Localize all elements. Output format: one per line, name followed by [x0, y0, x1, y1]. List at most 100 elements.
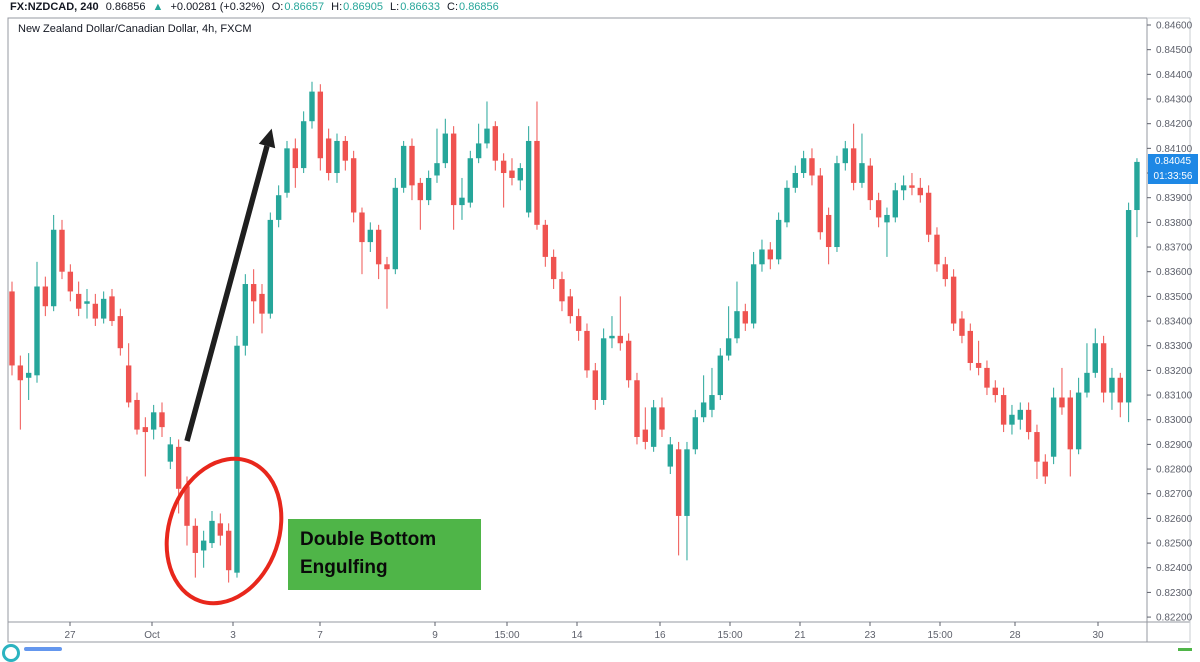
- price-tick-label: 0.84500: [1156, 45, 1193, 56]
- candle-body: [800, 158, 807, 174]
- candle-body: [1059, 397, 1065, 408]
- low-label: L:: [390, 1, 400, 13]
- price-tick-label: 0.83500: [1156, 292, 1193, 303]
- candle-body: [892, 190, 898, 218]
- bar-countdown-badge: 01:33:56: [1148, 169, 1198, 184]
- candle-body: [1009, 414, 1015, 425]
- candle-body: [1025, 409, 1032, 433]
- candle-body: [217, 523, 224, 536]
- candle-body: [434, 163, 440, 176]
- candle-body: [292, 148, 299, 169]
- candle-body: [734, 311, 740, 339]
- time-axis[interactable]: 27 Oct 3 7 9 15:00 14 16 15:00 21 23 15:00 28 30: [64, 622, 1104, 641]
- candle-body: [517, 168, 524, 181]
- candle-body: [825, 214, 832, 248]
- drawing-annotations[interactable]: [148, 128, 300, 619]
- candle-body: [125, 365, 132, 403]
- time-tick-label: 9: [432, 630, 438, 641]
- candle-body: [1050, 397, 1057, 457]
- candle-body: [317, 91, 324, 159]
- symbol-name[interactable]: FX:NZDCAD, 240: [10, 1, 99, 13]
- time-tick-label: 16: [654, 630, 666, 641]
- candle-body: [175, 446, 182, 489]
- watermark-logo-icon: [2, 644, 20, 662]
- time-tick-label: Oct: [144, 630, 160, 641]
- candle-body: [942, 264, 948, 280]
- price-tick-label: 0.82600: [1156, 514, 1193, 525]
- trend-arrow-head: [258, 128, 276, 149]
- price-tick-label: 0.84300: [1156, 95, 1193, 106]
- candle-body: [700, 402, 707, 418]
- candle-body: [134, 399, 140, 430]
- candle-body: [959, 318, 965, 336]
- candle-body: [600, 338, 607, 400]
- candle-body: [609, 335, 615, 339]
- price-tick-label: 0.84200: [1156, 119, 1193, 130]
- last-price-badge: 0.84045: [1148, 154, 1198, 169]
- candle-body: [1134, 161, 1140, 211]
- candle-body: [117, 316, 124, 349]
- price-axis[interactable]: 0.84600 0.84500 0.84400 0.84300 0.84200 0.841…: [1147, 21, 1193, 624]
- price-tick-label: 0.82300: [1156, 588, 1193, 599]
- candle-body: [717, 355, 724, 396]
- candle-body: [750, 264, 757, 324]
- candle-body: [1109, 377, 1115, 393]
- candle-body: [1042, 461, 1048, 477]
- open-value: 0.86657: [284, 1, 325, 13]
- candle-body: [809, 158, 815, 176]
- candle-body: [834, 163, 840, 248]
- candle-body: [509, 170, 515, 178]
- candle-body: [484, 128, 490, 144]
- candle-body: [459, 197, 465, 206]
- candle-body: [59, 229, 65, 272]
- price-tick-label: 0.83900: [1156, 193, 1193, 204]
- candle-body: [9, 291, 15, 366]
- close-value: 0.86856: [459, 1, 499, 13]
- double-bottom-circle[interactable]: [148, 443, 300, 619]
- price-tick-label: 0.83100: [1156, 391, 1193, 402]
- symbol-legend[interactable]: FX:NZDCAD, 240 0.86856 ▲ +0.00281 (+0.32…: [10, 1, 503, 13]
- candle-body: [309, 91, 315, 122]
- candle-body: [50, 229, 57, 307]
- price-change: +0.00281 (+0.32%): [170, 1, 265, 13]
- candle-body: [650, 407, 657, 447]
- candle-body: [934, 234, 940, 265]
- candle-body: [325, 138, 332, 174]
- annotation-line2: Engulfing: [300, 557, 388, 578]
- candle-body: [167, 444, 174, 462]
- time-tick-label: 15:00: [494, 630, 519, 641]
- open-label: O:: [271, 1, 284, 13]
- high-value: 0.86905: [343, 1, 383, 13]
- candle-body: [625, 340, 632, 381]
- candle-body: [692, 417, 699, 450]
- candle-body: [667, 444, 674, 467]
- candle-body: [392, 187, 399, 270]
- candle-body: [425, 177, 432, 201]
- candle-body: [575, 316, 582, 331]
- candle-body: [842, 148, 848, 164]
- low-value: 0.86633: [400, 1, 440, 13]
- up-arrow-icon: ▲: [152, 1, 164, 13]
- price-tick-label: 0.82200: [1156, 613, 1193, 624]
- candle-body: [1125, 210, 1132, 403]
- chart-title: New Zealand Dollar/Canadian Dollar, 4h, …: [18, 23, 252, 35]
- candle-body: [567, 296, 574, 317]
- pattern-annotation-label: Double Bottom Engulfing: [288, 519, 481, 590]
- candle-body: [342, 140, 349, 161]
- time-tick-label: 7: [317, 630, 323, 641]
- candle-body: [675, 449, 682, 516]
- candle-body: [225, 530, 232, 571]
- trend-arrow-shaft[interactable]: [184, 145, 270, 442]
- close-label: C:: [447, 1, 459, 13]
- candle-body: [967, 330, 973, 363]
- candle-body: [1075, 392, 1082, 450]
- candle-body: [467, 158, 474, 203]
- candle-body: [384, 264, 390, 270]
- candle-body: [742, 311, 749, 324]
- candle-body: [784, 187, 790, 223]
- chart-plot-area[interactable]: [8, 18, 1147, 622]
- candlestick-series: [9, 81, 1140, 583]
- candle-body: [350, 158, 357, 213]
